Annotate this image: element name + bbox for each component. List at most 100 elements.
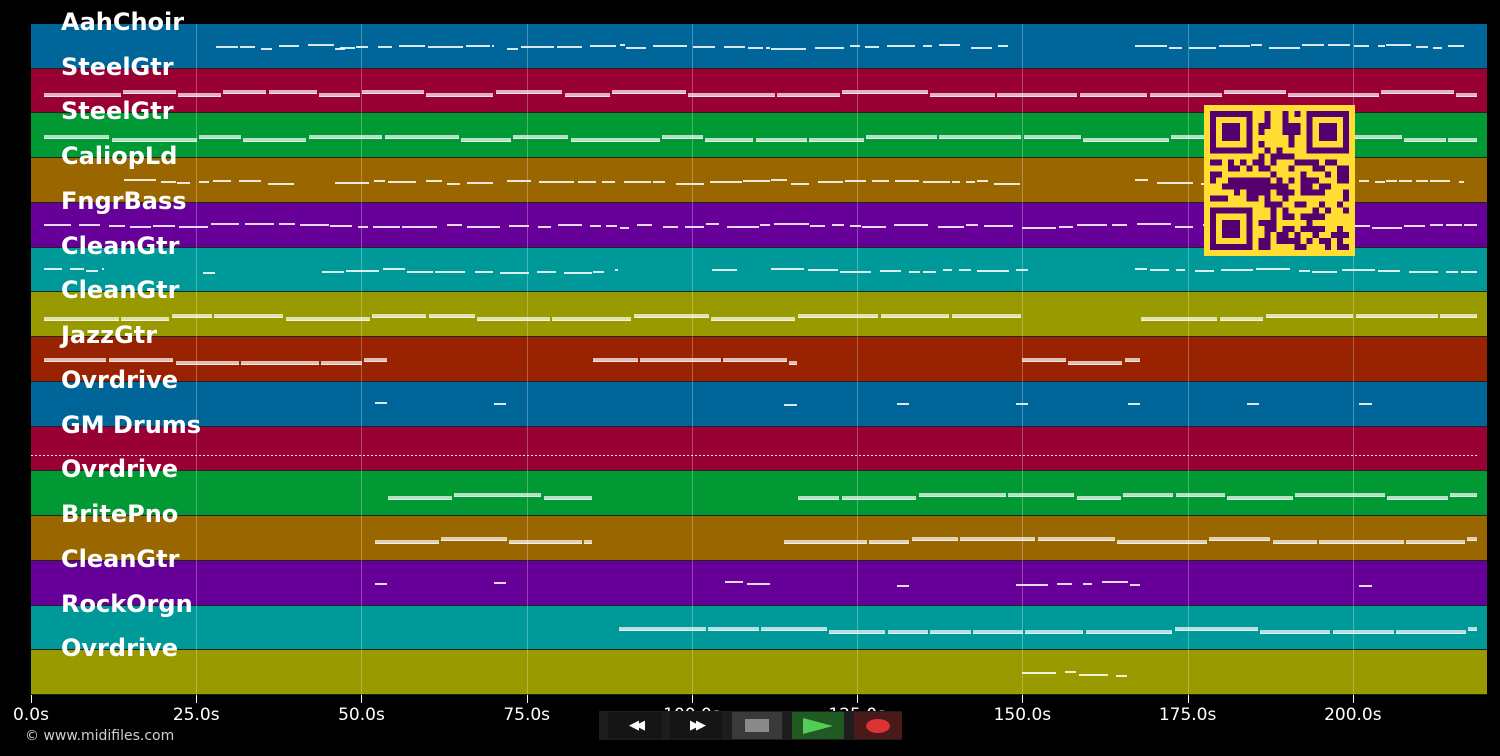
axis-tick-label: 200.0s (1324, 705, 1382, 725)
note (1374, 180, 1385, 183)
track-band[interactable] (31, 68, 1487, 114)
axis-tick (1022, 695, 1024, 703)
track-band[interactable] (31, 560, 1487, 606)
note (109, 225, 125, 228)
note (807, 269, 838, 272)
note (784, 404, 797, 407)
record-button[interactable] (854, 712, 902, 739)
note (797, 313, 879, 317)
note (760, 626, 827, 630)
note (966, 180, 975, 183)
note (238, 179, 261, 182)
note (153, 225, 176, 228)
note (1149, 93, 1222, 97)
note (1022, 671, 1057, 674)
track-band[interactable] (31, 516, 1487, 561)
note (241, 361, 319, 365)
fast-forward-button[interactable]: ▶▶ (670, 712, 722, 739)
note (543, 495, 592, 499)
note (374, 179, 386, 182)
note (402, 226, 437, 229)
note (44, 134, 110, 138)
note (923, 45, 933, 48)
track-band[interactable] (31, 381, 1487, 427)
note (709, 180, 742, 183)
note (372, 226, 401, 229)
rewind-button[interactable]: ◀◀ (608, 712, 662, 739)
note (896, 403, 909, 406)
track-band[interactable] (31, 650, 1487, 695)
note (428, 313, 475, 317)
note (355, 46, 368, 49)
note (1409, 271, 1439, 274)
play-button[interactable] (792, 712, 844, 739)
note (86, 270, 98, 273)
qr-code[interactable] (1204, 105, 1355, 256)
note (1447, 45, 1465, 48)
note (178, 226, 209, 229)
note (123, 178, 157, 181)
note (1149, 269, 1170, 272)
track-band[interactable] (31, 426, 1487, 472)
note (1295, 492, 1385, 496)
axis-tick (526, 695, 528, 703)
note (1358, 179, 1370, 182)
note (199, 134, 241, 138)
note (880, 313, 950, 317)
note (178, 93, 221, 97)
note (1037, 537, 1116, 541)
track-label: BritePno (61, 500, 179, 529)
note (1076, 224, 1107, 227)
note (1403, 137, 1446, 141)
note (951, 313, 1022, 317)
note (1124, 358, 1141, 362)
note (791, 182, 810, 185)
note (44, 358, 107, 362)
note (937, 226, 965, 229)
note (938, 134, 1022, 138)
note (1302, 44, 1325, 47)
note (539, 180, 574, 183)
note (1456, 93, 1478, 97)
stop-button[interactable] (732, 712, 782, 739)
axis-tick (1352, 695, 1354, 703)
note (493, 582, 506, 585)
note (1446, 224, 1462, 227)
note (1247, 403, 1260, 406)
note (1015, 403, 1028, 406)
note (308, 134, 383, 138)
note (605, 225, 618, 228)
note (1079, 93, 1148, 97)
note (557, 224, 583, 227)
note (687, 93, 775, 97)
axis-tick (31, 695, 32, 703)
note (850, 45, 860, 48)
note (723, 46, 745, 49)
note (278, 223, 295, 226)
note (959, 269, 972, 272)
note (1102, 581, 1129, 584)
axis-tick (857, 695, 859, 703)
note (839, 271, 872, 274)
note (589, 225, 602, 228)
note (652, 180, 666, 183)
note (1059, 226, 1073, 229)
note (446, 224, 462, 227)
track-band[interactable] (31, 292, 1487, 338)
note (841, 495, 917, 499)
track-band[interactable] (31, 471, 1487, 517)
note (1299, 270, 1311, 273)
track-label: CleanGtr (61, 276, 180, 305)
note (879, 270, 902, 273)
note (711, 316, 796, 320)
track-band[interactable] (31, 605, 1487, 651)
note (708, 626, 759, 630)
note (692, 46, 715, 49)
note (202, 272, 216, 275)
note (1332, 629, 1394, 633)
track-label: CleanGtr (61, 231, 180, 260)
note (1398, 179, 1412, 182)
piano-roll-plot[interactable] (31, 24, 1487, 695)
track-band[interactable] (31, 337, 1487, 382)
track-band[interactable] (31, 24, 1487, 69)
